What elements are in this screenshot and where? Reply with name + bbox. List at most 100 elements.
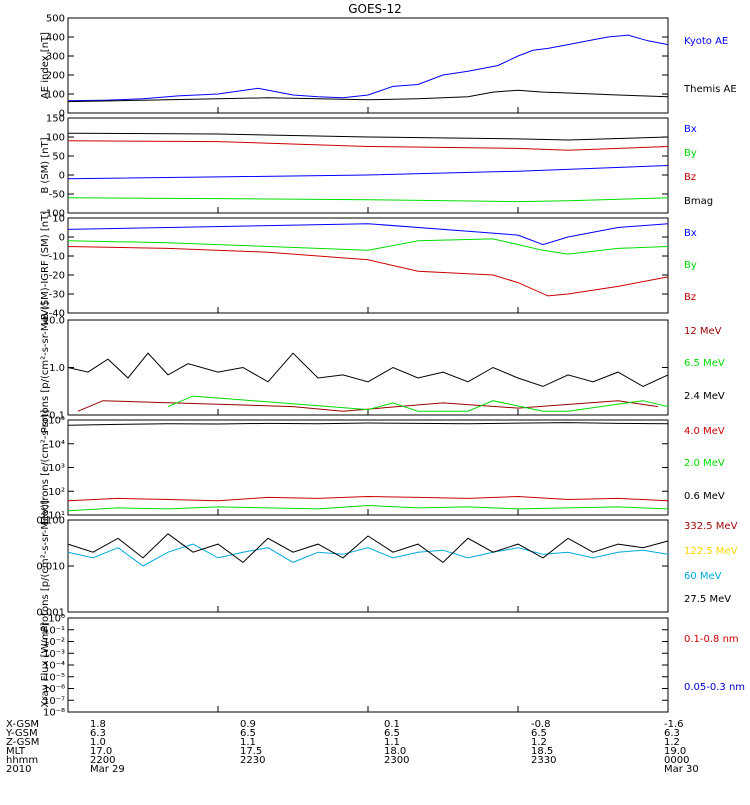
y-tick-label: 10⁻⁴ bbox=[43, 661, 65, 672]
footer-row-label: X-GSM bbox=[6, 719, 39, 730]
y-tick-label: 0.010 bbox=[36, 562, 65, 573]
footer-cell: 18.5 bbox=[531, 746, 553, 757]
y-tick-label: 10⁻⁸ bbox=[43, 708, 65, 719]
y-axis-label: AE index [nT] bbox=[40, 32, 51, 99]
series-line bbox=[67, 246, 669, 297]
footer-cell: 0.9 bbox=[240, 719, 256, 730]
footer-cell: 6.5 bbox=[240, 728, 256, 739]
footer-cell: 6.3 bbox=[664, 728, 680, 739]
y-axis-label: Electrons [e/(cm²-s-sr)] bbox=[40, 410, 51, 526]
y-tick-label: 10⁻⁵ bbox=[43, 672, 65, 683]
legend-label: Bmag bbox=[684, 196, 713, 207]
footer-cell: 6.3 bbox=[90, 728, 106, 739]
footer-cell: 0.1 bbox=[384, 719, 400, 730]
y-tick-label: -40 bbox=[49, 309, 65, 320]
series-line bbox=[67, 543, 669, 567]
footer-cell: -1.6 bbox=[664, 719, 684, 730]
y-tick-label: 10¹ bbox=[48, 511, 65, 522]
panel-frame bbox=[67, 419, 669, 516]
series-line bbox=[67, 132, 669, 141]
footer-cell: Mar 29 bbox=[90, 764, 125, 775]
y-tick-label: 0 bbox=[59, 171, 65, 182]
y-axis-label: B (SM) [nT] bbox=[40, 137, 51, 193]
legend-label: Kyoto AE bbox=[684, 36, 728, 47]
series-line bbox=[77, 400, 659, 412]
panel-frame bbox=[67, 319, 669, 416]
footer-cell: 0000 bbox=[664, 755, 689, 766]
panel-frame bbox=[67, 217, 669, 314]
legend-label: Bx bbox=[684, 124, 697, 135]
series-line bbox=[67, 495, 669, 502]
panel-frame bbox=[67, 617, 669, 713]
y-tick-label: 100 bbox=[46, 133, 65, 144]
footer-row-label: MLT bbox=[6, 746, 26, 757]
y-axis-label: Xray Flux [W/m²] bbox=[40, 622, 51, 707]
legend-label: By bbox=[684, 260, 697, 271]
y-tick-label: 0.100 bbox=[36, 516, 65, 527]
y-tick-label: 0.001 bbox=[36, 608, 65, 619]
legend-label: Bx bbox=[684, 228, 697, 239]
y-axis-label: Protons [p/(cm²-s-sr-MeV)] bbox=[40, 302, 51, 434]
y-tick-label: 10⁻¹ bbox=[43, 625, 65, 636]
legend-label: 12 MeV bbox=[684, 326, 722, 337]
y-tick-label: 10.0 bbox=[43, 316, 65, 327]
y-tick-label: 10² bbox=[48, 487, 65, 498]
legend-label: 0.6 MeV bbox=[684, 491, 725, 502]
y-axis-label: B (SM)-IGRF (SM) [nT] bbox=[40, 211, 51, 320]
footer-cell: 6.5 bbox=[384, 728, 400, 739]
y-tick-label: 0 bbox=[59, 233, 65, 244]
chart-title: GOES-12 bbox=[348, 2, 402, 16]
footer-cell: Mar 30 bbox=[664, 764, 699, 775]
y-tick-label: 500 bbox=[46, 14, 65, 25]
footer-cell: 2330 bbox=[531, 755, 556, 766]
footer-cell: 1.0 bbox=[90, 737, 106, 748]
y-axis-label: Protons [p/(cm²-s-sr-MeV)] bbox=[40, 500, 51, 632]
y-tick-label: 10⁻³ bbox=[43, 649, 65, 660]
y-tick-label: 10⁻⁷ bbox=[43, 696, 65, 707]
footer-cell: 1.2 bbox=[531, 737, 547, 748]
footer-row-label: hhmm bbox=[6, 755, 38, 766]
y-tick-label: 10⁵ bbox=[48, 416, 65, 427]
footer-cell: 18.0 bbox=[384, 746, 406, 757]
footer-cell: 2230 bbox=[240, 755, 265, 766]
y-tick-label: -30 bbox=[49, 290, 65, 301]
y-tick-label: -20 bbox=[49, 271, 65, 282]
legend-label: Bz bbox=[684, 172, 696, 183]
series-line bbox=[67, 533, 669, 564]
footer-cell: 2200 bbox=[90, 755, 115, 766]
footer-row-label: Z-GSM bbox=[6, 737, 39, 748]
footer-cell: -0.8 bbox=[531, 719, 551, 730]
panel-1: 0 100 200 300 400 500 AE index [nT] Kyoto AE The… bbox=[40, 14, 737, 120]
y-tick-label: 400 bbox=[46, 33, 65, 44]
y-tick-label: 1.0 bbox=[49, 363, 65, 374]
legend-label: By bbox=[684, 148, 697, 159]
series-line bbox=[67, 422, 669, 426]
series-line bbox=[67, 504, 669, 512]
series-line bbox=[67, 197, 669, 203]
panel-frame bbox=[67, 17, 669, 114]
footer-cell: 2300 bbox=[384, 755, 409, 766]
series-line bbox=[67, 352, 669, 387]
series-line bbox=[67, 238, 669, 255]
y-tick-label: 200 bbox=[46, 71, 65, 82]
legend-label: Bz bbox=[684, 292, 696, 303]
y-tick-label: 50 bbox=[52, 152, 65, 163]
footer-cell: 19.0 bbox=[664, 746, 686, 757]
y-tick-label: 0 bbox=[59, 109, 65, 120]
y-tick-label: -100 bbox=[42, 209, 65, 220]
panel-2: -100 -50 0 50 100 150 B (SM) [nT] Bx By Bz Bmag bbox=[40, 114, 713, 220]
footer-cell: 6.5 bbox=[531, 728, 547, 739]
legend-label: 2.4 MeV bbox=[684, 391, 725, 402]
footer-row-label: Y-GSM bbox=[5, 728, 38, 739]
footer-cell: 17.0 bbox=[90, 746, 112, 757]
y-tick-label: 300 bbox=[46, 52, 65, 63]
y-tick-label: 100 bbox=[46, 90, 65, 101]
series-line bbox=[67, 165, 669, 180]
series-line bbox=[67, 34, 669, 102]
legend-label: 0.05-0.3 nm bbox=[684, 682, 745, 693]
